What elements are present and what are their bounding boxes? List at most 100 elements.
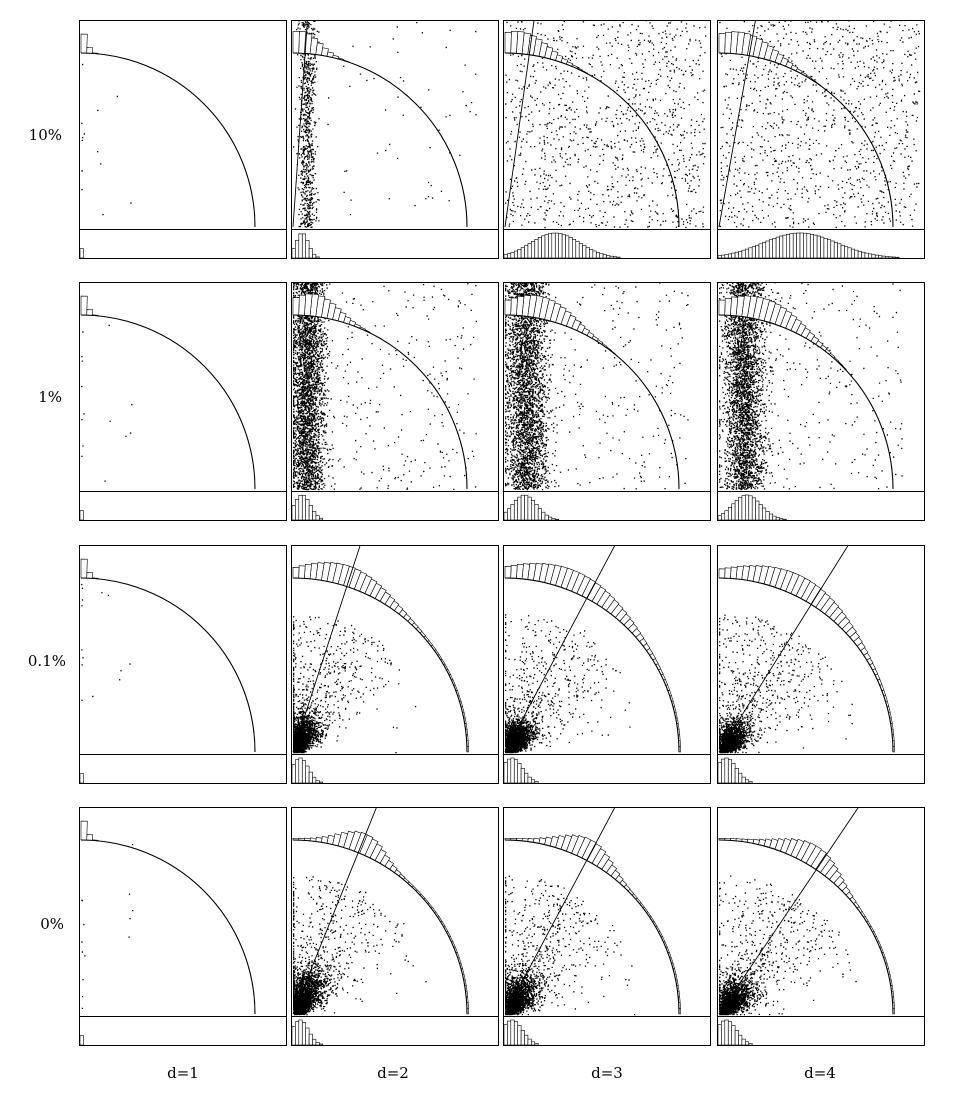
bottom-histogram-bin bbox=[734, 499, 739, 521]
scatter-points bbox=[719, 614, 853, 754]
bottom-histogram-bin bbox=[755, 244, 760, 259]
arc-histogram bbox=[292, 31, 350, 63]
column-label-d1: d=1 bbox=[167, 1064, 199, 1082]
bottom-histogram-bin bbox=[762, 242, 767, 259]
bottom-histogram-bin bbox=[503, 511, 508, 521]
bottom-histogram-bin bbox=[561, 234, 566, 259]
bottom-histogram-bin bbox=[837, 243, 842, 259]
bottom-histogram-bin bbox=[724, 1019, 729, 1046]
bottom-histogram-bin bbox=[854, 249, 859, 259]
arc-histogram-bin bbox=[510, 297, 518, 316]
bottom-histogram-bin bbox=[517, 249, 522, 259]
bottom-histogram-bin bbox=[530, 500, 536, 521]
bottom-histogram-bin bbox=[772, 515, 777, 521]
bottom-histogram-bin bbox=[520, 494, 525, 521]
bottom-histogram-bin bbox=[79, 1035, 84, 1046]
bottom-histogram-bin bbox=[548, 516, 553, 521]
bottom-histogram-bin bbox=[599, 253, 604, 259]
bottom-histogram-bin bbox=[301, 233, 307, 259]
bottom-histogram-bin bbox=[534, 504, 539, 521]
bottom-histogram-bin bbox=[727, 253, 733, 259]
bottom-histogram-bin bbox=[772, 238, 777, 259]
bottom-histogram-bin bbox=[527, 496, 532, 521]
scatter-points bbox=[505, 875, 636, 1016]
bottom-histogram-bin bbox=[551, 518, 556, 521]
panel-1pct-d1 bbox=[79, 282, 287, 521]
bottom-histogram-bin bbox=[779, 518, 784, 521]
histogram-strip-frame bbox=[79, 1016, 287, 1046]
bottom-histogram-bin bbox=[524, 494, 529, 521]
bottom-histogram-bin bbox=[305, 240, 310, 259]
bottom-histogram-bin bbox=[738, 251, 743, 259]
bottom-histogram-bin bbox=[850, 248, 856, 259]
bottom-histogram-bin bbox=[847, 247, 852, 259]
bottom-histogram-bin bbox=[789, 233, 794, 259]
bottom-histogram-bin bbox=[738, 772, 743, 784]
row-labels: 10% 1% 0.1% 0% bbox=[28, 126, 66, 933]
bottom-histogram-bin bbox=[510, 1019, 515, 1046]
bottom-histogram-bin bbox=[513, 250, 519, 259]
arc-histogram-bin bbox=[80, 33, 88, 54]
fitted-line bbox=[504, 546, 616, 753]
arc-histogram-bin bbox=[298, 31, 307, 54]
bottom-histogram-bin bbox=[541, 511, 546, 521]
bottom-histogram-bin bbox=[312, 253, 317, 259]
arc-histogram-bin bbox=[730, 566, 738, 580]
quarter-circle-arc bbox=[504, 314, 680, 490]
bottom-histogram-bin bbox=[510, 252, 515, 259]
bottom-histogram-bin bbox=[520, 767, 525, 784]
arc-histogram bbox=[292, 830, 469, 1015]
bottom-histogram-bin bbox=[813, 234, 818, 259]
bottom-histogram-bin bbox=[721, 254, 726, 259]
quarter-circle-arc bbox=[718, 52, 894, 228]
bottom-histogram-bin bbox=[751, 246, 756, 259]
bottom-histogram-bin bbox=[738, 497, 743, 521]
bottom-histogram-bin bbox=[517, 1025, 522, 1046]
bottom-histogram-bin bbox=[734, 251, 739, 259]
arc-histogram bbox=[504, 294, 617, 355]
panel-1pct-d4 bbox=[717, 282, 925, 521]
quarter-circle-arc bbox=[80, 52, 256, 228]
bottom-histogram-bin bbox=[530, 1041, 536, 1046]
bottom-histogram-bin bbox=[881, 255, 886, 259]
bottom-histogram-bin bbox=[520, 1030, 525, 1046]
bottom-histogram-bin bbox=[582, 245, 587, 259]
fitted-line bbox=[292, 21, 308, 228]
bottom-histogram bbox=[503, 757, 539, 784]
bottom-histogram-bin bbox=[895, 256, 900, 259]
bottom-histogram-bin bbox=[79, 248, 84, 259]
column-labels: d=1 d=2 d=3 d=4 bbox=[167, 1064, 836, 1082]
bottom-histogram-bin bbox=[308, 1033, 313, 1046]
arc-histogram bbox=[504, 834, 681, 1015]
bottom-histogram-bin bbox=[318, 781, 324, 784]
arc-histogram-bin bbox=[80, 820, 88, 841]
bottom-histogram-bin bbox=[541, 235, 546, 259]
bottom-histogram-bin bbox=[554, 232, 560, 259]
arc-histogram-bin bbox=[510, 30, 519, 54]
bottom-histogram-bin bbox=[609, 255, 614, 259]
bottom-histogram-bin bbox=[806, 233, 811, 259]
arc-histogram-bin bbox=[292, 31, 300, 54]
arc-histogram-bin bbox=[724, 297, 732, 316]
bottom-histogram-bin bbox=[721, 758, 726, 784]
bottom-histogram-bin bbox=[524, 245, 529, 259]
bottom-histogram-bin bbox=[857, 251, 862, 259]
bottom-histogram-bin bbox=[724, 254, 729, 259]
panel-10pct-d4 bbox=[717, 20, 925, 259]
scatter-points bbox=[293, 616, 417, 754]
bottom-histogram bbox=[291, 1019, 324, 1046]
bottom-histogram-bin bbox=[537, 508, 542, 521]
bottom-histogram-bin bbox=[558, 233, 563, 259]
bottom-histogram-bin bbox=[762, 507, 767, 521]
bottom-histogram-bin bbox=[291, 505, 296, 521]
quarter-circle-arc bbox=[718, 839, 894, 1015]
fitted-line bbox=[718, 808, 859, 1015]
bottom-histogram-bin bbox=[315, 1042, 320, 1046]
bottom-histogram-bin bbox=[765, 240, 770, 259]
column-label-d4: d=4 bbox=[804, 1064, 836, 1082]
scatter-points bbox=[293, 876, 427, 1016]
histogram-strip-frame bbox=[79, 754, 287, 784]
bottom-histogram-bin bbox=[816, 235, 821, 259]
bottom-histogram-bin bbox=[291, 248, 296, 259]
